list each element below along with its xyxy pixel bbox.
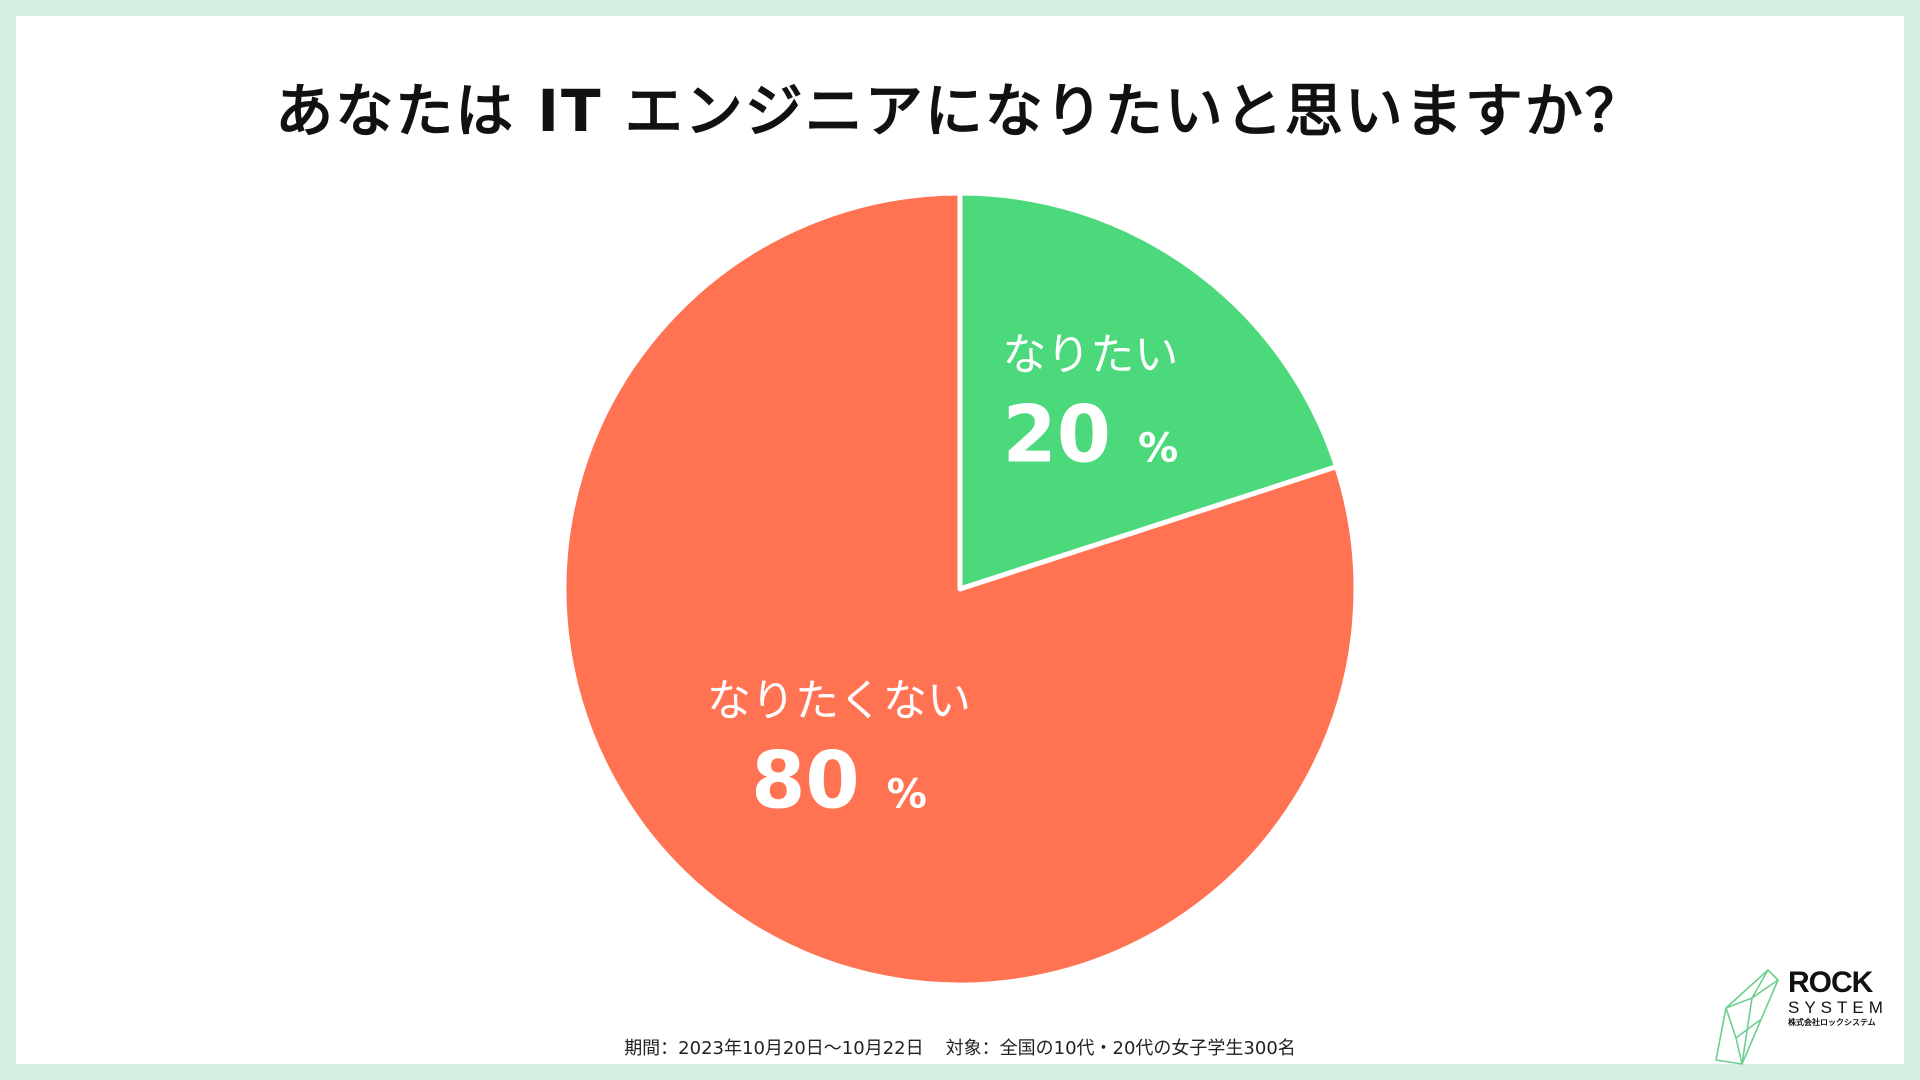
logo-sub-text: SYSTEM	[1788, 998, 1888, 1017]
survey-period: 期間：2023年10月20日〜10月22日	[624, 1038, 924, 1059]
logo-main-text: ROCK	[1788, 966, 1873, 999]
pie-slice-1	[561, 190, 1359, 988]
slice-label-0: なりたい	[1002, 330, 1178, 381]
pie-chart: なりたい 20 % なりたくない 80 %	[561, 190, 1359, 988]
survey-footnote: 期間：2023年10月20日〜10月22日 対象：全国の10代・20代の女子学生3…	[16, 1034, 1904, 1060]
crystal-logo-icon	[1715, 969, 1779, 1065]
slice-label-1: なりたくない	[707, 676, 971, 727]
pie-slice-0	[957, 190, 1340, 592]
survey-target: 対象：全国の10代・20代の女子学生300名	[945, 1038, 1296, 1059]
chart-frame: あなたは IT エンジニアになりたいと思いますか？ なりたい 20 % なりたくない…	[16, 16, 1904, 1065]
slice-value-1: 80 %	[751, 737, 927, 827]
slice-value-0: 20 %	[1002, 391, 1178, 481]
logo-company-text: 株式会社ロックシステム	[1788, 1018, 1876, 1027]
company-logo: ROCK SYSTEM 株式会社ロックシステム	[1712, 968, 1902, 1068]
chart-title: あなたは IT エンジニアになりたいと思いますか？	[275, 77, 1645, 145]
